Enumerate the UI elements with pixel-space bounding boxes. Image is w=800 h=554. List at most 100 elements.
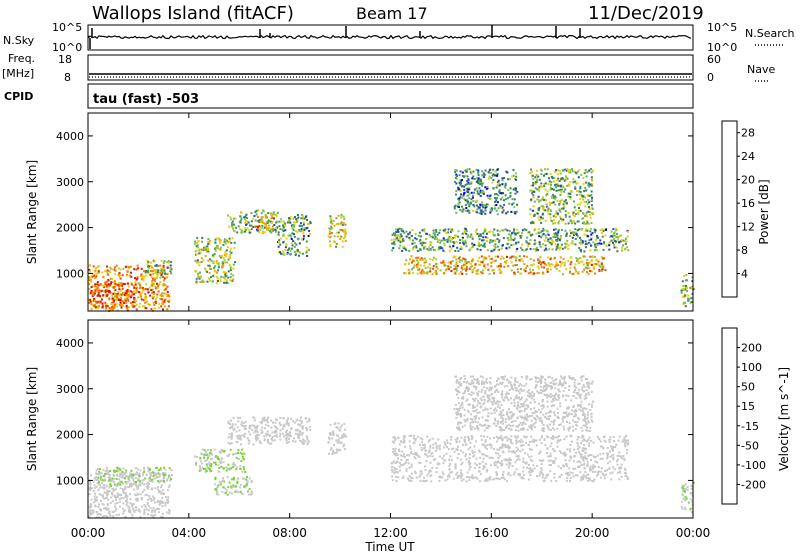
range-cell bbox=[498, 239, 501, 242]
range-cell bbox=[493, 477, 496, 480]
range-cell bbox=[550, 220, 553, 222]
range-cell bbox=[130, 503, 133, 505]
range-cell bbox=[229, 448, 232, 451]
range-cell bbox=[130, 271, 132, 274]
range-cell bbox=[142, 472, 145, 475]
range-cell bbox=[419, 474, 422, 477]
range-cell bbox=[169, 264, 172, 267]
range-cell bbox=[340, 235, 343, 238]
range-cell bbox=[622, 244, 624, 247]
range-cell bbox=[558, 207, 561, 210]
range-cell bbox=[565, 202, 568, 205]
range-cell bbox=[97, 269, 100, 272]
range-cell bbox=[474, 230, 477, 233]
range-cell bbox=[545, 474, 548, 477]
range-cell bbox=[576, 182, 579, 185]
range-cell bbox=[451, 228, 454, 231]
range-cell bbox=[405, 458, 408, 461]
range-cell bbox=[104, 307, 107, 310]
range-cell bbox=[536, 464, 539, 467]
range-cell bbox=[128, 506, 131, 509]
range-cell bbox=[130, 295, 133, 298]
range-cell bbox=[485, 240, 488, 242]
range-cell bbox=[525, 228, 528, 231]
range-cell bbox=[455, 269, 458, 272]
range-cell bbox=[201, 236, 204, 239]
range-cell bbox=[522, 249, 525, 252]
range-cell bbox=[424, 465, 426, 468]
range-cell bbox=[293, 224, 296, 227]
range-cell bbox=[627, 230, 629, 233]
range-cell bbox=[340, 216, 343, 219]
range-cell bbox=[459, 476, 462, 479]
range-cell bbox=[96, 473, 98, 476]
range-cell bbox=[599, 476, 602, 479]
range-cell bbox=[205, 470, 208, 472]
range-cell bbox=[499, 436, 501, 439]
range-cell bbox=[252, 443, 255, 446]
range-cell bbox=[503, 458, 506, 461]
range-cell bbox=[335, 223, 338, 226]
range-cell bbox=[240, 443, 242, 446]
range-cell bbox=[123, 476, 126, 479]
range-cell bbox=[446, 441, 449, 444]
range-cell bbox=[158, 489, 161, 492]
range-cell bbox=[496, 238, 499, 241]
range-cell bbox=[504, 444, 507, 446]
range-cell bbox=[137, 509, 140, 512]
range-cell bbox=[95, 479, 98, 482]
range-cell bbox=[239, 417, 242, 420]
range-cell bbox=[102, 276, 105, 279]
range-cell bbox=[569, 480, 571, 482]
range-cell bbox=[466, 198, 469, 201]
range-cell bbox=[264, 226, 266, 229]
range-cell bbox=[195, 456, 198, 458]
range-cell bbox=[277, 251, 280, 254]
range-cell bbox=[117, 273, 120, 276]
range-cell bbox=[214, 238, 217, 241]
range-cell bbox=[544, 209, 547, 212]
range-cell bbox=[294, 216, 296, 218]
range-cell bbox=[588, 206, 590, 208]
range-cell bbox=[428, 234, 431, 237]
range-cell bbox=[205, 465, 208, 468]
range-cell bbox=[494, 197, 497, 200]
range-cell bbox=[497, 179, 500, 182]
range-cell bbox=[510, 435, 513, 438]
range-cell bbox=[473, 191, 476, 194]
range-cell bbox=[586, 267, 589, 270]
range-cell bbox=[590, 190, 593, 193]
range-cell bbox=[496, 181, 499, 184]
range-cell bbox=[549, 209, 552, 212]
range-cell bbox=[402, 245, 405, 248]
range-cell bbox=[245, 484, 248, 487]
range-cell bbox=[113, 483, 116, 486]
range-cell bbox=[567, 212, 570, 214]
range-cell bbox=[526, 231, 529, 234]
range-cell bbox=[620, 246, 623, 249]
range-cell bbox=[588, 169, 591, 172]
range-cell bbox=[545, 172, 548, 175]
range-cell bbox=[338, 437, 341, 440]
range-cell bbox=[143, 466, 145, 469]
range-cell bbox=[258, 225, 261, 228]
range-cell bbox=[573, 448, 575, 451]
range-cell bbox=[564, 213, 567, 216]
range-cell bbox=[102, 495, 104, 498]
range-cell bbox=[403, 462, 406, 465]
range-cell bbox=[414, 457, 417, 460]
nsky-tick-bottom: 10^0 bbox=[52, 41, 82, 54]
range-cell bbox=[224, 261, 227, 264]
range-cell bbox=[392, 460, 395, 463]
range-cell bbox=[202, 454, 205, 457]
range-cell bbox=[283, 435, 286, 438]
range-cell bbox=[223, 281, 226, 284]
range-cell bbox=[442, 462, 445, 465]
range-cell bbox=[498, 189, 501, 191]
range-cell bbox=[424, 446, 426, 449]
range-cell bbox=[468, 197, 471, 199]
range-cell bbox=[438, 445, 441, 448]
range-cell bbox=[469, 453, 471, 456]
range-cell bbox=[579, 465, 581, 468]
range-cell bbox=[240, 229, 243, 232]
